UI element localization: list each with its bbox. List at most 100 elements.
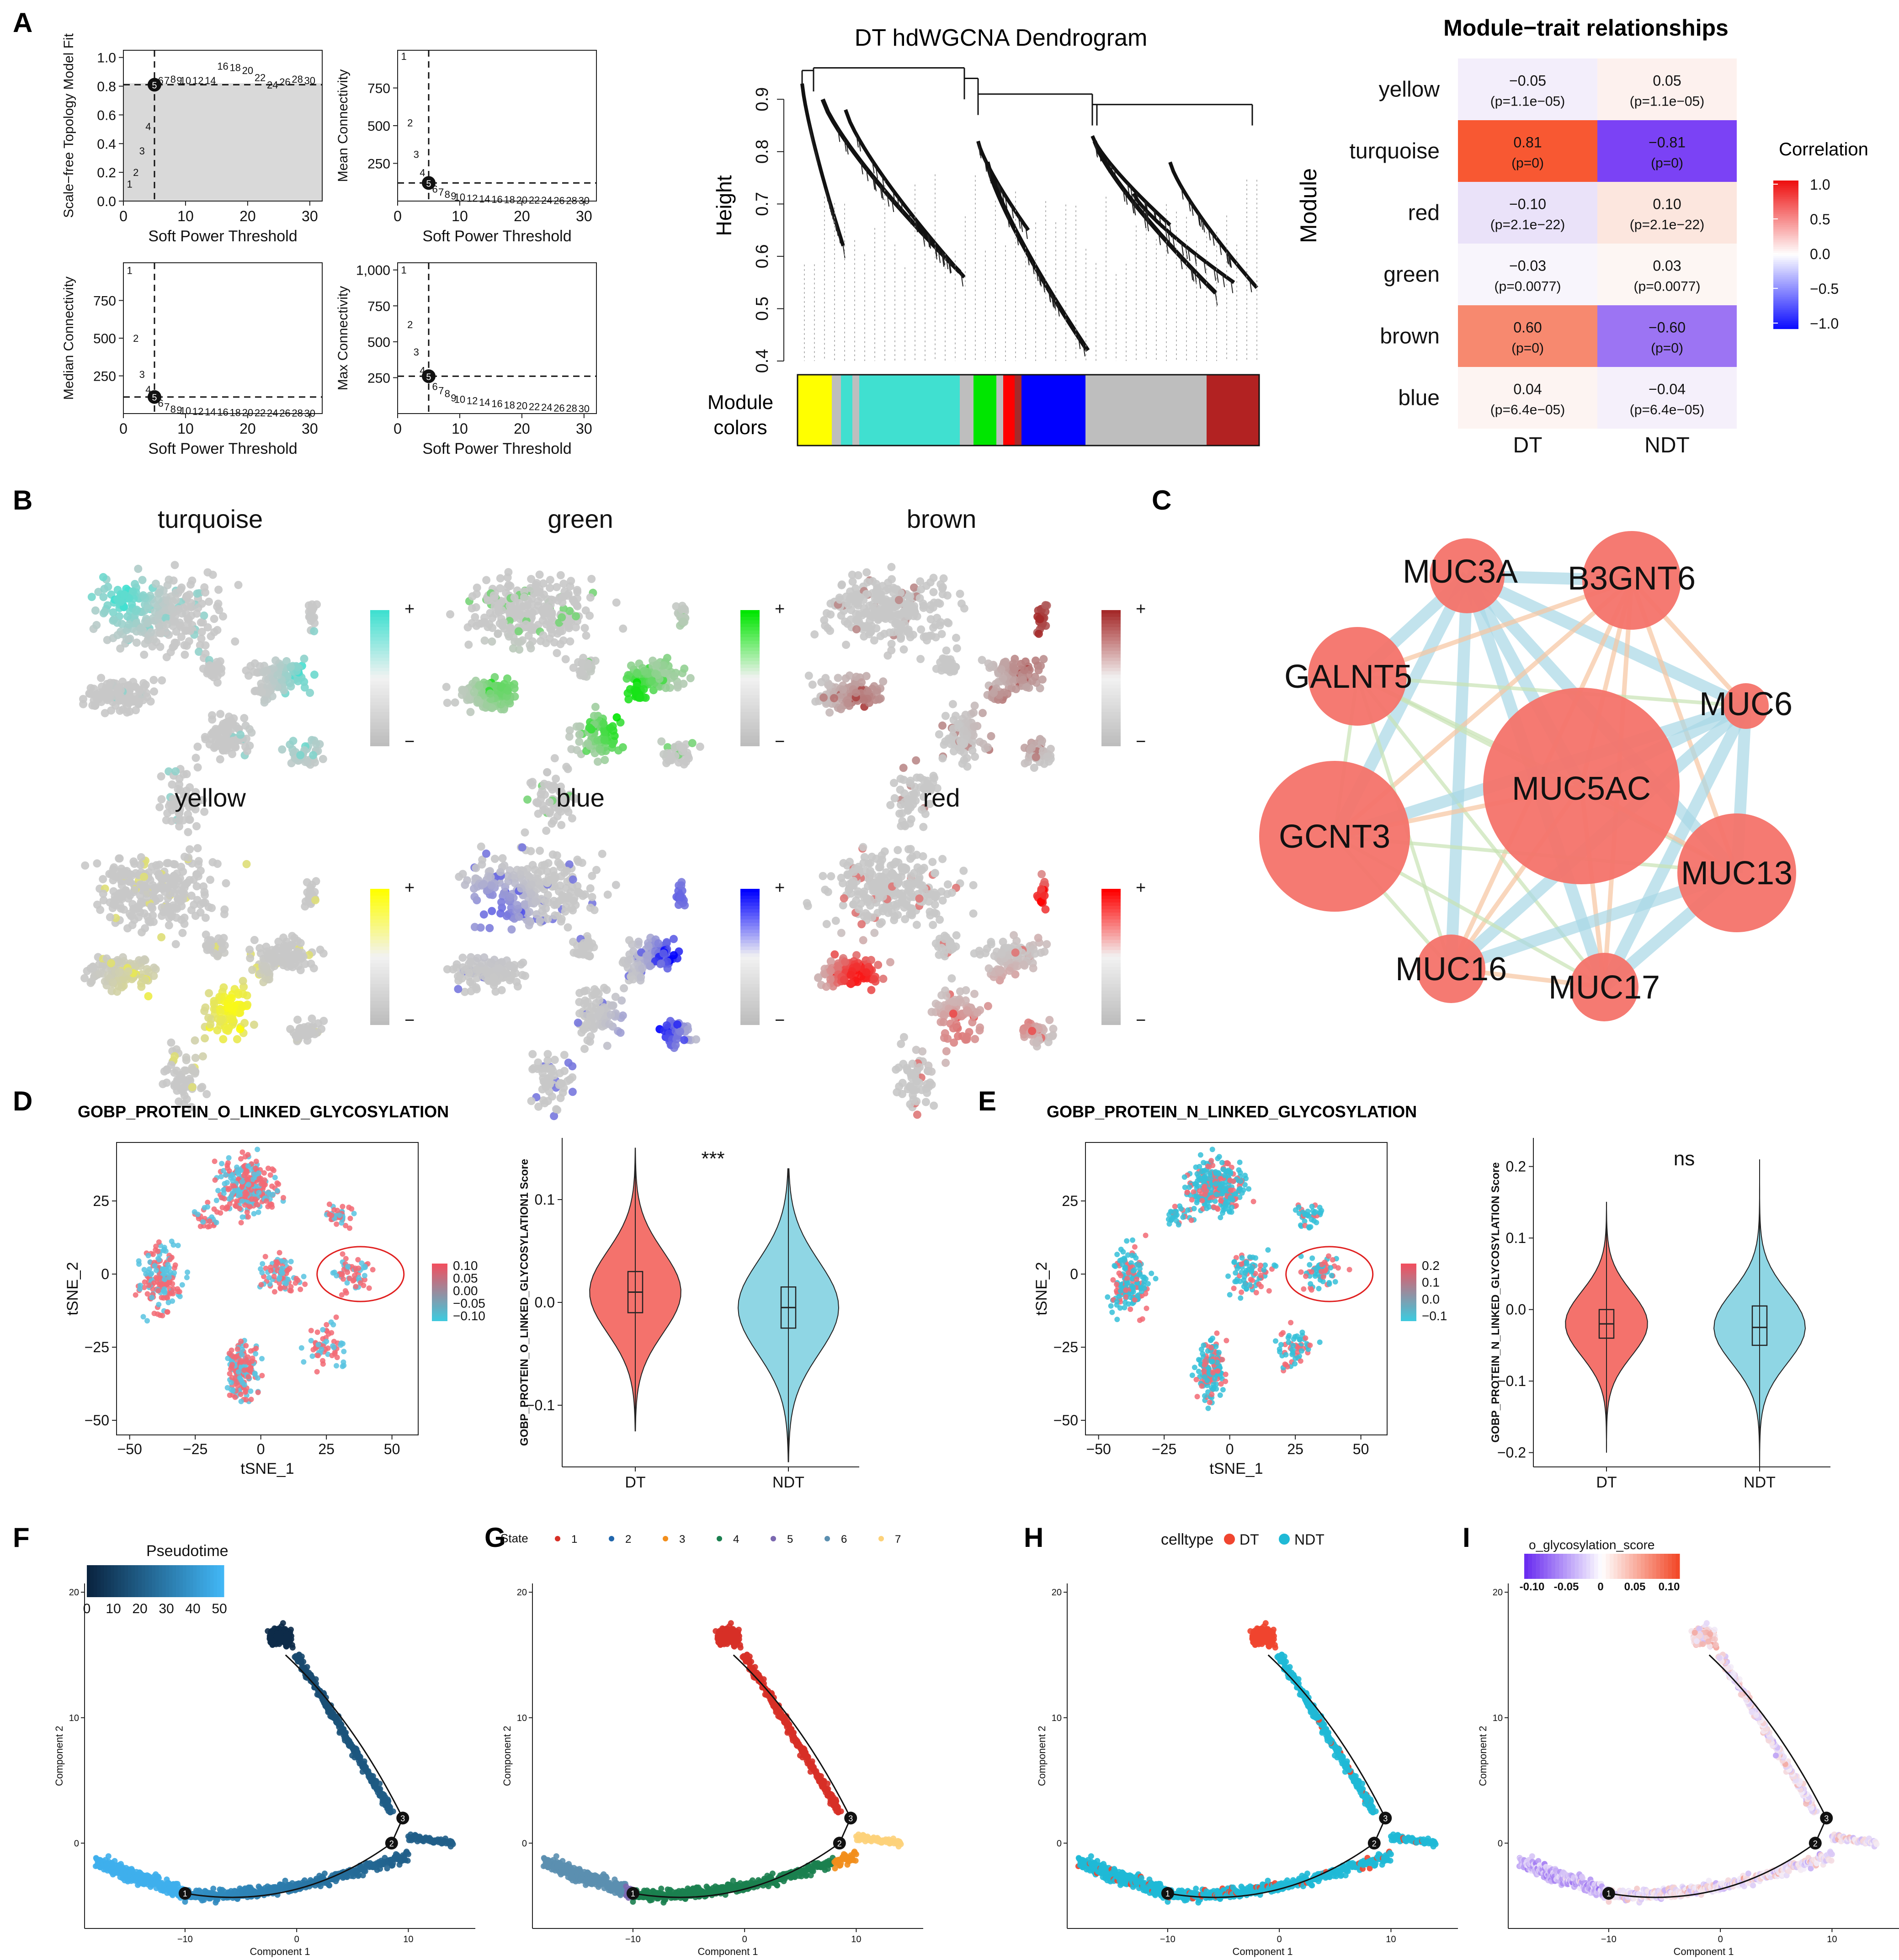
cell-point [827,872,835,881]
dendrogram-y-axis: 0.40.50.60.70.80.9 [753,87,784,373]
cell-point [879,974,888,983]
cell-point [928,858,937,866]
power-label: 8 [445,388,450,399]
cell-point [622,675,631,683]
cell-point [527,890,536,898]
cell-point [258,687,266,696]
legend-gradient-step [1773,219,1798,222]
legend-gradient-step [1101,630,1121,634]
legend-gradient-step [370,647,389,651]
cell-point [821,674,830,682]
cell-point [906,855,915,863]
cell-point [210,615,218,623]
legend-gradient-step [1101,698,1121,702]
legend-gradient-step [370,620,389,624]
cell-point [201,1034,209,1043]
legend-gradient-step [1773,260,1798,263]
cell-point [543,1050,552,1058]
cell-point [543,914,552,923]
cell-point [250,668,258,676]
cell-point [198,1083,207,1091]
power-label: 1 [401,265,406,276]
cell-point [528,781,537,790]
x-tick-label: 10 [177,208,194,224]
cell-point [310,627,319,636]
dendrogram-leaf [1188,198,1191,212]
cell-point [662,1021,671,1030]
power-label: 24 [541,195,552,206]
cell-point [200,611,208,620]
legend-gradient-step [1773,238,1798,240]
cell-point [180,641,189,649]
plot-frame [123,50,323,202]
power-label: 20 [516,400,527,412]
cell-point [107,959,115,967]
cell-point [553,649,561,658]
cell-point [644,942,653,951]
heatmap-cell [1597,244,1737,305]
cell-point [933,614,942,622]
legend-gradient-step [740,685,760,689]
heatmap-cell [1597,182,1737,244]
cell-point [542,639,550,648]
cell-point [900,821,909,829]
cell-point [176,874,184,883]
cell-point [542,826,551,835]
cell-point [165,802,173,810]
cell-point [192,822,201,830]
legend-gradient-step [1101,664,1121,668]
dendrogram-title: DT hdWGCNA Dendrogram [855,25,1148,51]
legend-gradient-step [370,1021,389,1025]
cell-point [840,617,849,626]
module-trait-heatmap: Module−trait relationships Module Correl… [1296,15,1868,457]
y-tick-label: 750 [93,294,116,309]
cell-point [286,1025,295,1033]
dendrogram-leaf [872,177,876,190]
cell-point [186,627,194,635]
legend-gradient-step [1101,658,1121,662]
cell-point [614,746,623,755]
y-axis-label: Max Connectivity [335,286,351,390]
legend-gradient-step [1773,236,1798,239]
selected-power-marker [147,78,161,92]
cell-point [526,641,534,649]
legend-gradient-step [740,739,760,743]
heatmap-cell-pvalue: (p=0.0077) [1495,279,1561,294]
cell-point [885,605,894,613]
legend-gradient-step [740,701,760,706]
legend-gradient-step [370,1011,389,1015]
cell-point [176,1075,185,1084]
cell-point [110,615,118,624]
cell-point [515,913,523,921]
legend-gradient-step [1773,280,1798,283]
cell-point [464,640,473,649]
dendrogram-leaf [938,250,941,263]
legend-gradient-step [370,933,389,937]
cell-point [203,669,212,678]
heatmap-cell [1597,305,1737,367]
legend-gradient-step [1773,197,1798,200]
cell-point [191,754,200,762]
legend-gradient-step [370,678,389,682]
dendrogram-leaf [960,273,963,287]
legend-gradient-step [370,671,389,675]
legend-gradient-step [1773,324,1798,327]
cell-point [854,571,862,579]
cell-point [633,669,642,678]
cell-point [837,929,846,937]
cell-point [1043,940,1051,949]
cell-point [205,989,213,998]
y-tick-label: 1.0 [97,51,116,66]
dendrogram-leaf [1018,216,1021,229]
cell-point [623,956,632,965]
cell-point [879,677,888,686]
cell-point [917,585,926,594]
cell-point [115,968,123,977]
cell-point [518,843,527,852]
legend-gradient-step [1773,321,1798,324]
cell-point [872,688,881,696]
legend-gradient-step [740,654,760,658]
dendrogram-leaf [1133,202,1136,216]
y-tick-label: 500 [367,335,390,350]
cell-point [948,700,957,708]
